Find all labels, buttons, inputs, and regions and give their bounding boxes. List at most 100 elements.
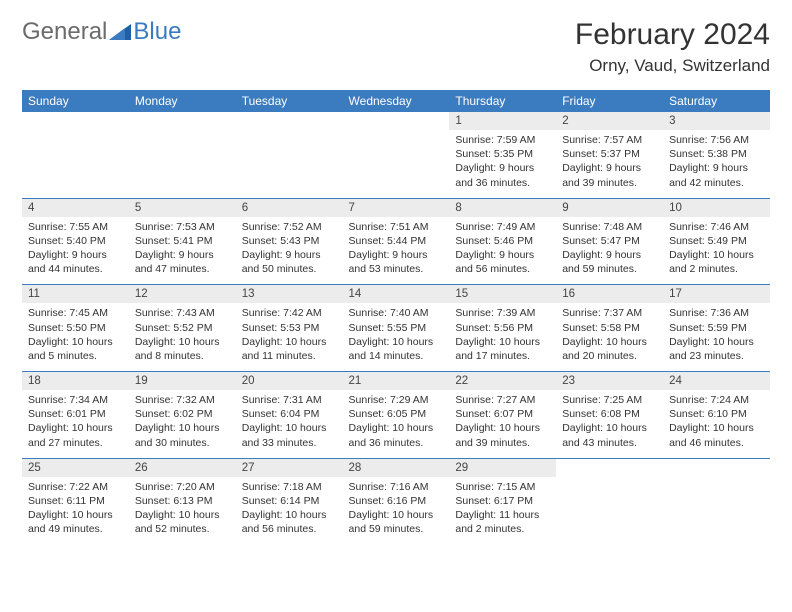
sunrise-text: Sunrise: 7:55 AM — [28, 220, 123, 234]
daylight-text: Daylight: 10 hours and 27 minutes. — [28, 421, 123, 449]
empty-cell — [663, 477, 770, 545]
day-number-row: 45678910 — [22, 199, 770, 217]
day-number: 20 — [236, 372, 343, 390]
empty-cell — [129, 130, 236, 198]
day-details: Sunrise: 7:52 AMSunset: 5:43 PMDaylight:… — [236, 217, 343, 285]
sunrise-text: Sunrise: 7:29 AM — [349, 393, 444, 407]
sunset-text: Sunset: 6:13 PM — [135, 494, 230, 508]
day-details: Sunrise: 7:39 AMSunset: 5:56 PMDaylight:… — [449, 303, 556, 371]
daylight-text: Daylight: 10 hours and 5 minutes. — [28, 335, 123, 363]
location: Orny, Vaud, Switzerland — [575, 56, 770, 76]
empty-cell — [129, 112, 236, 130]
title-block: February 2024 Orny, Vaud, Switzerland — [575, 18, 770, 76]
daylight-text: Daylight: 10 hours and 56 minutes. — [242, 508, 337, 536]
sunset-text: Sunset: 5:43 PM — [242, 234, 337, 248]
day-data-row: Sunrise: 7:55 AMSunset: 5:40 PM Daylight:… — [22, 217, 770, 285]
daylight-text: Daylight: 10 hours and 8 minutes. — [135, 335, 230, 363]
day-details: Sunrise: 7:25 AMSunset: 6:08 PMDaylight:… — [556, 390, 663, 458]
day-details: Sunrise: 7:43 AMSunset: 5:52 PMDaylight:… — [129, 303, 236, 371]
day-details: Sunrise: 7:37 AMSunset: 5:58 PMDaylight:… — [556, 303, 663, 371]
day-details: Sunrise: 7:53 AMSunset: 5:41 PMDaylight:… — [129, 217, 236, 285]
day-details: Sunrise: 7:22 AMSunset: 6:11 PMDaylight:… — [22, 477, 129, 545]
empty-cell — [556, 459, 663, 477]
sunset-text: Sunset: 5:55 PM — [349, 321, 444, 335]
day-number: 16 — [556, 285, 663, 303]
day-header: Tuesday — [236, 90, 343, 112]
day-details: Sunrise: 7:48 AMSunset: 5:47 PMDaylight:… — [556, 217, 663, 285]
sunset-text: Sunset: 6:08 PM — [562, 407, 657, 421]
empty-cell — [236, 130, 343, 198]
sunrise-text: Sunrise: 7:57 AM — [562, 133, 657, 147]
sunset-text: Sunset: 5:41 PM — [135, 234, 230, 248]
sunrise-text: Sunrise: 7:24 AM — [669, 393, 764, 407]
day-number: 5 — [129, 199, 236, 217]
sunrise-text: Sunrise: 7:16 AM — [349, 480, 444, 494]
day-details: Sunrise: 7:42 AMSunset: 5:53 PMDaylight:… — [236, 303, 343, 371]
day-number: 15 — [449, 285, 556, 303]
daylight-text: Daylight: 10 hours and 23 minutes. — [669, 335, 764, 363]
day-number-row: 123 — [22, 112, 770, 130]
daylight-text: Daylight: 10 hours and 43 minutes. — [562, 421, 657, 449]
logo-triangle-icon — [109, 22, 135, 42]
sunset-text: Sunset: 6:14 PM — [242, 494, 337, 508]
day-number: 12 — [129, 285, 236, 303]
sunset-text: Sunset: 5:47 PM — [562, 234, 657, 248]
day-number: 21 — [343, 372, 450, 390]
day-details: Sunrise: 7:40 AMSunset: 5:55 PMDaylight:… — [343, 303, 450, 371]
day-details: Sunrise: 7:49 AMSunset: 5:46 PMDaylight:… — [449, 217, 556, 285]
daylight-text: Daylight: 10 hours and 39 minutes. — [455, 421, 550, 449]
day-data-row: Sunrise: 7:22 AMSunset: 6:11 PMDaylight:… — [22, 477, 770, 545]
sunrise-text: Sunrise: 7:32 AM — [135, 393, 230, 407]
day-number: 28 — [343, 459, 450, 477]
empty-cell — [22, 130, 129, 198]
sunrise-text: Sunrise: 7:56 AM — [669, 133, 764, 147]
day-number: 26 — [129, 459, 236, 477]
sunset-text: Sunset: 5:58 PM — [562, 321, 657, 335]
day-header: Wednesday — [343, 90, 450, 112]
sunset-text: Sunset: 5:44 PM — [349, 234, 444, 248]
daylight-text: Daylight: 9 hours and 36 minutes. — [455, 161, 550, 189]
sunrise-text: Sunrise: 7:52 AM — [242, 220, 337, 234]
day-number-row: 2526272829 — [22, 459, 770, 477]
day-header-row: SundayMondayTuesdayWednesdayThursdayFrid… — [22, 90, 770, 112]
day-details: Sunrise: 7:57 AMSunset: 5:37 PMDaylight:… — [556, 130, 663, 198]
sunrise-text: Sunrise: 7:51 AM — [349, 220, 444, 234]
empty-cell — [236, 112, 343, 130]
sunset-text: Sunset: 5:38 PM — [669, 147, 764, 161]
day-number: 18 — [22, 372, 129, 390]
sunset-text: Sunset: 5:52 PM — [135, 321, 230, 335]
day-details: Sunrise: 7:31 AMSunset: 6:04 PMDaylight:… — [236, 390, 343, 458]
sunset-text: Sunset: 5:49 PM — [669, 234, 764, 248]
day-data-row: Sunrise: 7:34 AMSunset: 6:01 PMDaylight:… — [22, 390, 770, 458]
day-number: 19 — [129, 372, 236, 390]
sunrise-text: Sunrise: 7:20 AM — [135, 480, 230, 494]
logo-text-blue: Blue — [133, 18, 181, 46]
sunrise-text: Sunrise: 7:37 AM — [562, 306, 657, 320]
logo: General Blue — [22, 18, 181, 46]
daylight-text: Daylight: 9 hours and 59 minutes. — [562, 248, 657, 276]
sunrise-text: Sunrise: 7:22 AM — [28, 480, 123, 494]
day-details: Sunrise: 7:59 AMSunset: 5:35 PMDaylight:… — [449, 130, 556, 198]
day-details: Sunrise: 7:56 AMSunset: 5:38 PMDaylight:… — [663, 130, 770, 198]
day-details: Sunrise: 7:24 AMSunset: 6:10 PMDaylight:… — [663, 390, 770, 458]
day-header: Sunday — [22, 90, 129, 112]
day-header: Saturday — [663, 90, 770, 112]
sunset-text: Sunset: 5:40 PM — [28, 234, 123, 248]
day-number-row: 18192021222324 — [22, 372, 770, 390]
day-number: 17 — [663, 285, 770, 303]
day-details: Sunrise: 7:36 AMSunset: 5:59 PMDaylight:… — [663, 303, 770, 371]
sunrise-text: Sunrise: 7:53 AM — [135, 220, 230, 234]
header: General Blue February 2024 Orny, Vaud, S… — [22, 18, 770, 76]
sunrise-text: Sunrise: 7:42 AM — [242, 306, 337, 320]
sunrise-text: Sunrise: 7:18 AM — [242, 480, 337, 494]
day-number: 4 — [22, 199, 129, 217]
sunset-text: Sunset: 5:37 PM — [562, 147, 657, 161]
day-details: Sunrise: 7:46 AMSunset: 5:49 PMDaylight:… — [663, 217, 770, 285]
daylight-text: Daylight: 9 hours and 53 minutes. — [349, 248, 444, 276]
daylight-text: Daylight: 9 hours and 42 minutes. — [669, 161, 764, 189]
daylight-text: Daylight: 9 hours and 47 minutes. — [135, 248, 230, 276]
sunrise-text: Sunrise: 7:39 AM — [455, 306, 550, 320]
day-number: 29 — [449, 459, 556, 477]
day-number: 2 — [556, 112, 663, 130]
day-number: 11 — [22, 285, 129, 303]
